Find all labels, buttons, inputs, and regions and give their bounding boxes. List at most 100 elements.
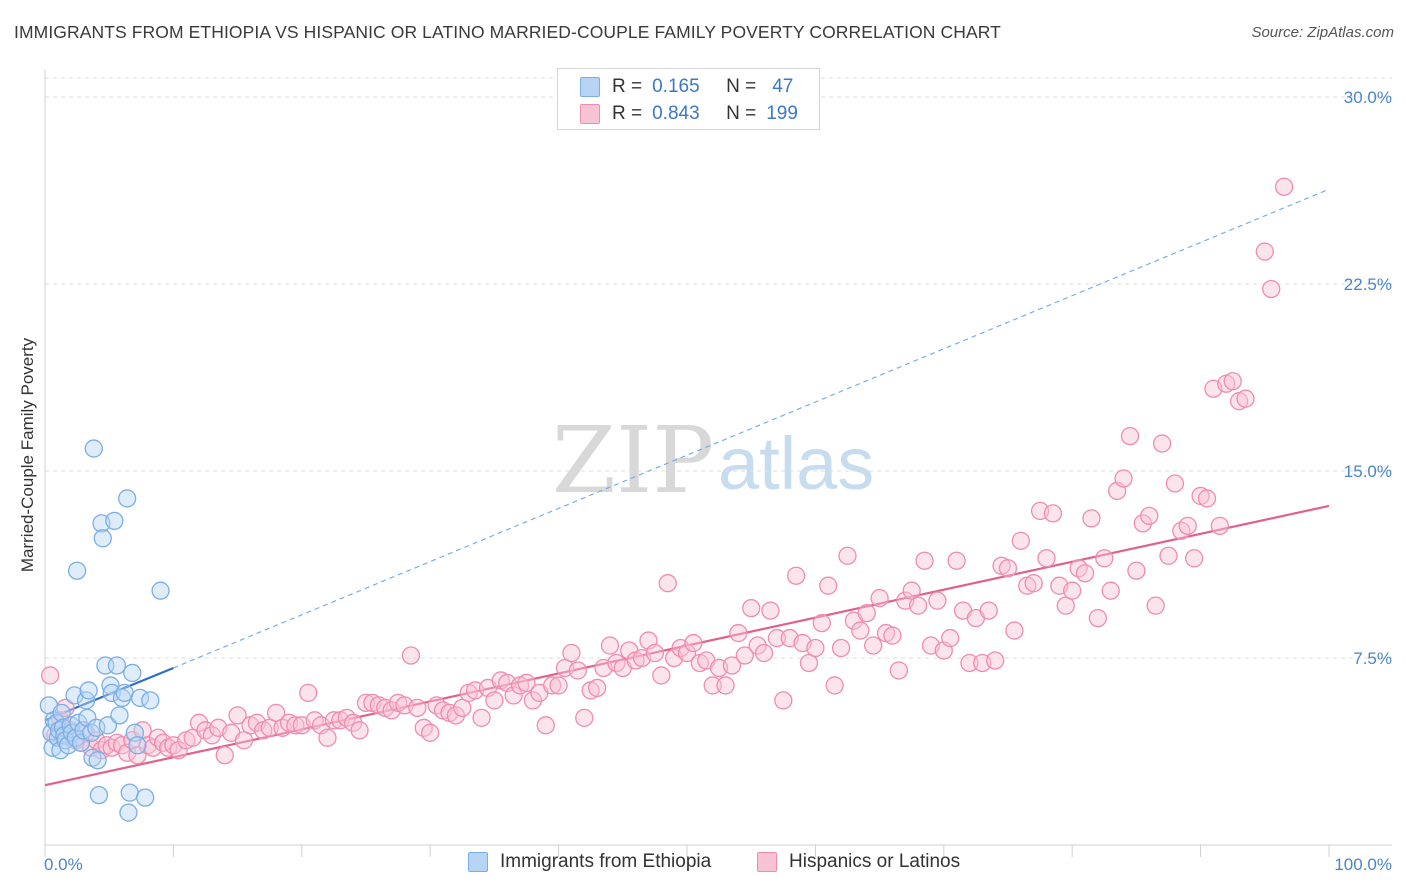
data-point: [1159, 546, 1178, 565]
series-ethiopia: [39, 439, 170, 822]
data-point: [536, 716, 555, 735]
data-point: [421, 723, 440, 742]
data-point: [1063, 581, 1082, 600]
data-point: [735, 646, 754, 665]
data-point: [485, 691, 504, 710]
data-point: [65, 686, 84, 705]
data-point: [684, 633, 703, 653]
data-point: [652, 666, 671, 685]
stats-legend: R = 0.165 N = 47 R = 0.843 N = 199: [557, 68, 820, 130]
data-point: [1011, 531, 1030, 550]
data-point: [350, 721, 369, 740]
data-point: [120, 783, 139, 802]
data-point: [915, 551, 934, 570]
legend-n-label: N =: [726, 76, 757, 97]
watermark-zip: ZIP: [552, 407, 714, 514]
data-point: [1274, 177, 1294, 196]
data-point: [986, 651, 1005, 670]
data-point: [703, 676, 722, 695]
data-point: [189, 713, 209, 732]
legend-item-hispanic[interactable]: Hispanics or Latinos: [757, 851, 960, 873]
data-point: [1146, 596, 1165, 615]
data-point: [819, 576, 838, 595]
x-tick-label-min: 0.0%: [44, 855, 83, 874]
y-tick-label: 7.5%: [1353, 649, 1392, 668]
data-point: [549, 676, 568, 695]
data-point: [1185, 549, 1204, 568]
data-point: [851, 621, 870, 640]
data-point: [517, 673, 536, 693]
data-point: [889, 661, 909, 680]
legend-n-label: N =: [726, 103, 757, 124]
data-point: [93, 529, 112, 548]
source-label[interactable]: Source: ZipAtlas.com: [1251, 24, 1394, 41]
legend-swatch-hispanic: [580, 104, 600, 124]
data-point: [84, 439, 103, 458]
axes: [44, 70, 1392, 857]
legend-n-value: 47: [772, 76, 794, 97]
data-point: [79, 681, 98, 700]
data-point: [677, 643, 697, 663]
data-point: [1178, 516, 1197, 536]
data-point: [151, 581, 170, 600]
data-point: [401, 646, 421, 665]
data-point: [587, 678, 607, 698]
data-point: [228, 706, 247, 725]
data-point: [1133, 514, 1152, 533]
data-point: [1236, 389, 1255, 408]
data-point: [658, 574, 677, 593]
data-point: [831, 638, 851, 658]
data-point: [947, 551, 966, 570]
data-point: [141, 691, 160, 710]
data-point: [1075, 564, 1095, 583]
data-point: [1140, 506, 1159, 526]
data-point: [825, 676, 844, 695]
trend-line-ethiopia-extension: [173, 188, 1330, 669]
data-point: [40, 666, 60, 685]
data-point: [112, 688, 132, 708]
data-point: [1127, 561, 1146, 580]
data-point: [748, 636, 767, 655]
data-point: [1005, 621, 1024, 640]
data-point: [1262, 279, 1281, 299]
data-point: [1024, 574, 1043, 593]
data-point: [600, 636, 620, 655]
data-point: [408, 698, 427, 718]
data-point: [82, 723, 101, 742]
data-point: [754, 643, 774, 663]
x-tick-label-max: 100.0%: [1334, 855, 1392, 874]
data-point: [169, 741, 188, 760]
data-point: [110, 706, 129, 725]
data-point: [806, 638, 825, 658]
data-point: [523, 691, 543, 710]
y-tick-label: 15.0%: [1344, 462, 1392, 481]
data-point: [1223, 372, 1242, 391]
data-point: [472, 708, 491, 727]
data-point: [1165, 474, 1185, 493]
data-point: [136, 788, 155, 807]
legend-r-label: R =: [612, 76, 643, 97]
tick-labels: 7.5% 15.0% 22.5% 30.0% 0.0% 100.0%: [44, 88, 1392, 874]
legend-swatch-ethiopia: [468, 852, 488, 872]
data-point: [786, 566, 806, 585]
data-point: [883, 626, 902, 645]
chart-title: IMMIGRANTS FROM ETHIOPIA VS HISPANIC OR …: [14, 22, 1001, 42]
data-point: [87, 718, 106, 737]
legend-item-ethiopia[interactable]: Immigrants from Ethiopia: [468, 851, 711, 873]
data-point: [118, 489, 137, 508]
data-point: [215, 746, 234, 765]
y-tick-label: 30.0%: [1344, 88, 1392, 107]
data-point: [52, 703, 71, 723]
data-point: [98, 716, 118, 735]
data-point: [202, 726, 222, 745]
data-point: [89, 785, 109, 805]
data-point: [1210, 516, 1230, 536]
legend-r-label: R =: [612, 103, 643, 124]
data-point: [864, 636, 883, 655]
data-point: [1255, 242, 1274, 261]
data-point: [722, 656, 742, 675]
data-point: [870, 589, 889, 608]
data-point: [1082, 509, 1101, 528]
data-point: [299, 683, 318, 703]
data-point: [143, 738, 163, 757]
